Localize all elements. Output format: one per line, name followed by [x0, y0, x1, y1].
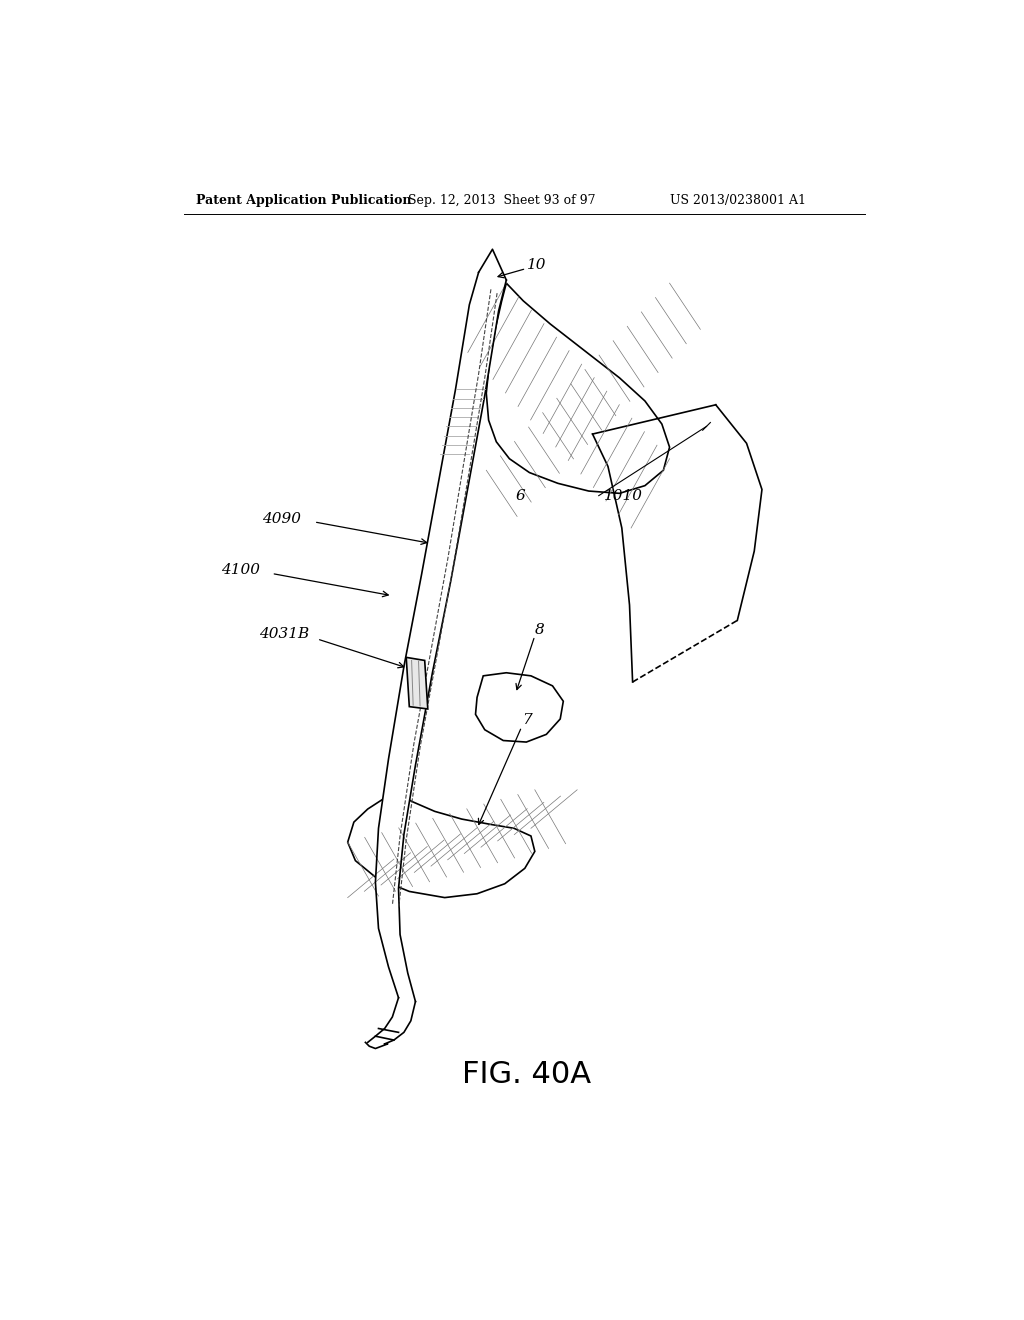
Text: Sep. 12, 2013  Sheet 93 of 97: Sep. 12, 2013 Sheet 93 of 97: [408, 194, 595, 207]
Text: Patent Application Publication: Patent Application Publication: [196, 194, 412, 207]
Polygon shape: [475, 673, 563, 742]
Polygon shape: [486, 284, 670, 494]
Text: 6: 6: [515, 488, 525, 503]
Polygon shape: [407, 657, 428, 709]
Polygon shape: [348, 789, 535, 898]
Text: 8: 8: [535, 623, 545, 636]
Text: 1010: 1010: [604, 488, 643, 503]
Text: 4100: 4100: [221, 564, 260, 577]
Text: 4090: 4090: [262, 512, 301, 525]
Text: 4031B: 4031B: [259, 627, 309, 642]
Text: FIG. 40A: FIG. 40A: [462, 1060, 591, 1089]
Text: 10: 10: [527, 257, 547, 272]
Text: 7: 7: [521, 714, 531, 727]
Polygon shape: [376, 272, 506, 1002]
Text: US 2013/0238001 A1: US 2013/0238001 A1: [670, 194, 806, 207]
